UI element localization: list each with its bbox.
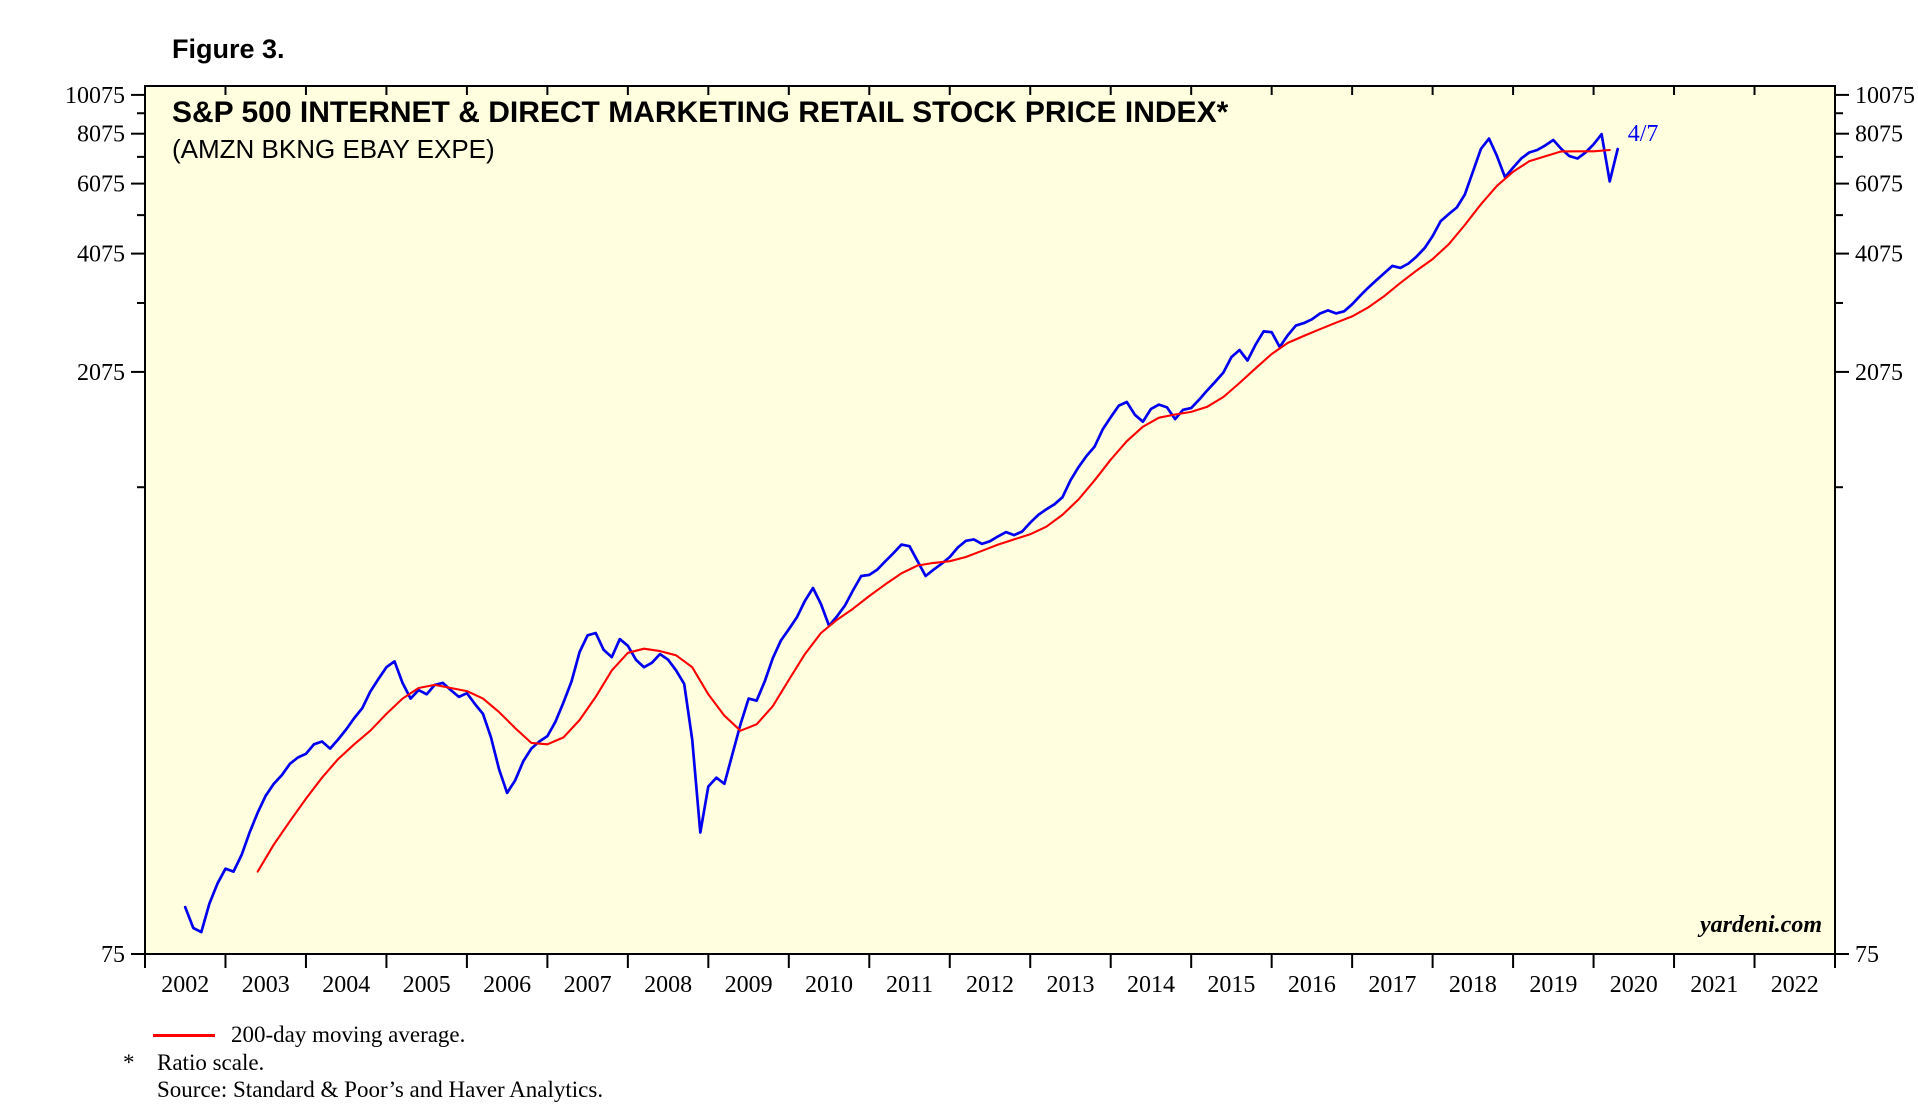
y-axis-label-left: 10075 (65, 83, 125, 109)
ma-legend-label: 200-day moving average. (231, 1022, 466, 1047)
x-year-label: 2021 (1690, 972, 1738, 998)
y-axis-label-left: 6075 (77, 172, 125, 198)
x-year-label: 2019 (1529, 972, 1577, 998)
series-ma200 (256, 148, 1611, 873)
y-axis-label-right: 75 (1855, 942, 1879, 968)
figure-label: Figure 3. (172, 34, 285, 64)
plot-area (145, 86, 1835, 954)
chart-title: S&P 500 INTERNET & DIRECT MARKETING RETA… (172, 96, 1229, 129)
source-note: Source: Standard & Poor’s and Haver Anal… (157, 1077, 603, 1103)
x-year-label: 2018 (1449, 972, 1497, 998)
x-year-label: 2005 (403, 972, 451, 998)
y-axis-label-right: 8075 (1855, 122, 1903, 148)
ma-legend-line-sample (153, 1033, 215, 1037)
ratio-scale-note: * Ratio scale. (123, 1050, 264, 1076)
chart-subtitle: (AMZN BKNG EBAY EXPE) (172, 134, 495, 164)
x-year-label: 2016 (1288, 972, 1336, 998)
y-axis-label-right: 10075 (1855, 83, 1915, 109)
x-year-label: 2015 (1207, 972, 1255, 998)
x-year-label: 2012 (966, 972, 1014, 998)
x-year-label: 2003 (242, 972, 290, 998)
x-year-label: 2004 (322, 972, 370, 998)
yardeni-watermark: yardeni.com (1700, 912, 1822, 938)
legend: 200-day moving average. (153, 1022, 465, 1048)
x-year-label: 2008 (644, 972, 692, 998)
y-axis-label-left: 75 (101, 942, 125, 968)
x-year-label: 2007 (564, 972, 612, 998)
x-year-label: 2009 (725, 972, 773, 998)
source-text: Source: Standard & Poor’s and Haver Anal… (157, 1077, 604, 1102)
series-index (183, 132, 1620, 934)
y-axis-label-right: 6075 (1855, 172, 1903, 198)
x-year-label: 2013 (1046, 972, 1094, 998)
x-year-label: 2010 (805, 972, 853, 998)
plot-frame (144, 85, 1836, 955)
y-axis-label-right: 4075 (1855, 242, 1903, 268)
latest-date-annotation: 4/7 (1628, 121, 1659, 147)
y-axis-label-right: 2075 (1855, 360, 1903, 386)
x-year-label: 2014 (1127, 972, 1175, 998)
x-year-label: 2022 (1771, 972, 1819, 998)
ratio-note-text: Ratio scale. (157, 1050, 265, 1075)
y-axis-label-left: 8075 (77, 122, 125, 148)
x-year-label: 2006 (483, 972, 531, 998)
x-year-label: 2011 (886, 972, 933, 998)
y-axis-label-left: 4075 (77, 242, 125, 268)
asterisk: * (123, 1050, 135, 1075)
x-year-label: 2017 (1368, 972, 1416, 998)
x-year-label: 2002 (161, 972, 209, 998)
x-year-label: 2020 (1610, 972, 1658, 998)
y-axis-label-left: 2075 (77, 360, 125, 386)
